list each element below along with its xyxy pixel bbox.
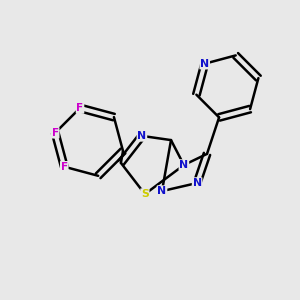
Text: F: F <box>52 128 59 138</box>
Text: N: N <box>179 160 188 170</box>
Text: S: S <box>141 189 149 199</box>
Text: N: N <box>193 178 202 188</box>
Text: N: N <box>200 59 209 69</box>
Text: N: N <box>137 131 146 141</box>
Text: F: F <box>61 162 68 172</box>
Text: N: N <box>158 186 166 196</box>
Text: F: F <box>76 103 84 113</box>
